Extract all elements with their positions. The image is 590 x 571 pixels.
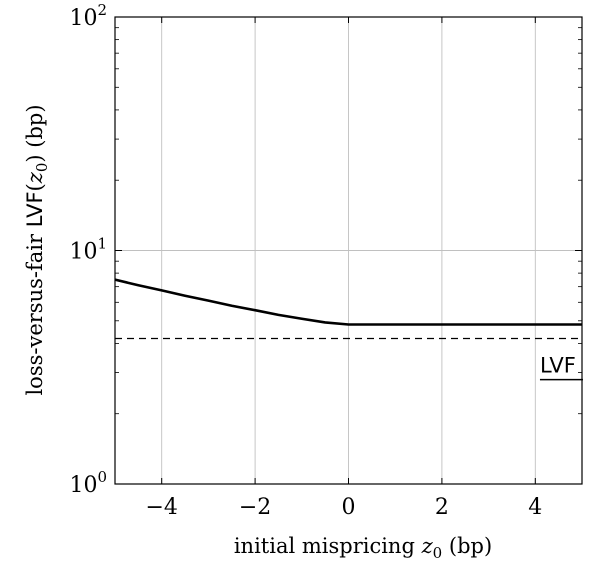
y-axis-label: loss-versus-fair LVF(z0) (bp) bbox=[23, 104, 51, 395]
annotations: LVF bbox=[539, 354, 583, 381]
y-tick-label: 100 bbox=[69, 468, 107, 498]
plot-frame bbox=[114, 16, 583, 485]
x-tick-label: −2 bbox=[239, 495, 271, 520]
grid bbox=[115, 16, 582, 485]
series-main-line bbox=[114, 278, 582, 326]
y-tick-labels: 100 101 102 bbox=[69, 1, 107, 498]
series-group bbox=[114, 278, 582, 340]
x-axis-label: initial mispricing z0 (bp) bbox=[234, 534, 492, 562]
annotation-label: LVF bbox=[540, 354, 576, 378]
x-tick-label: 4 bbox=[528, 495, 542, 520]
x-tick-labels: −4 −2 0 2 4 bbox=[145, 495, 542, 520]
x-tick-label: 2 bbox=[435, 495, 449, 520]
x-tick-label: 0 bbox=[342, 495, 356, 520]
y-tick-label: 102 bbox=[69, 1, 107, 31]
x-tick-label: −4 bbox=[145, 495, 177, 520]
y-tick-label: 101 bbox=[69, 235, 107, 265]
